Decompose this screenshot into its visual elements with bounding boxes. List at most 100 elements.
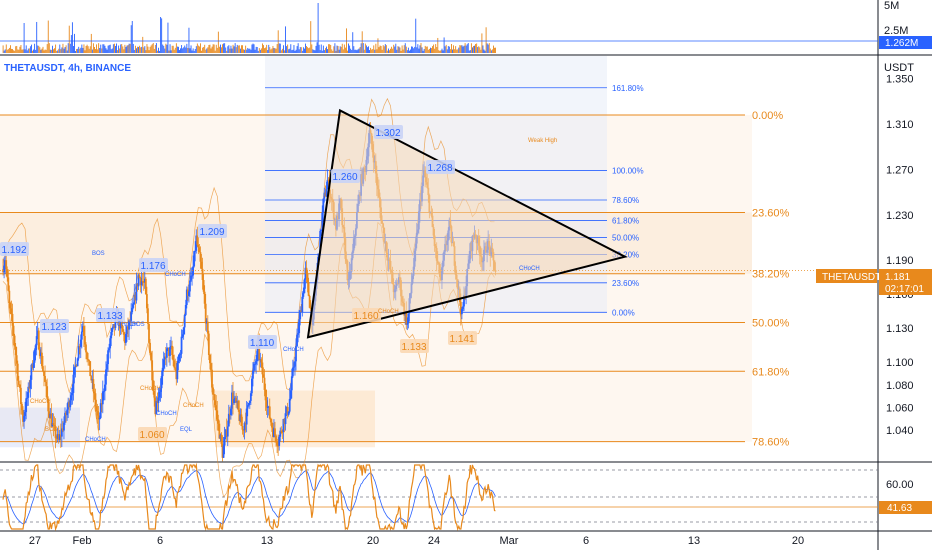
candle-body (64, 412, 66, 423)
candle-body (41, 352, 43, 367)
volume-bar (124, 44, 126, 53)
volume-bar (222, 44, 223, 53)
volume-bar (285, 26, 286, 53)
candle-body (195, 235, 198, 251)
candle-body (63, 422, 65, 431)
price-label-text: 1.110 (250, 338, 275, 349)
candle-body (168, 347, 170, 356)
volume-bar (275, 48, 277, 53)
rsi-ma-line (2, 469, 496, 525)
candle-body (95, 406, 98, 412)
volume-bar (29, 46, 31, 53)
candle-body (322, 198, 325, 213)
candle-body (76, 358, 79, 367)
candle-body (105, 369, 107, 385)
volume-bar (347, 50, 348, 53)
volume-bar (299, 47, 301, 53)
candle-body (256, 350, 259, 362)
volume-bar (453, 45, 454, 53)
volume-bar (404, 43, 406, 53)
candle-body (216, 410, 219, 420)
volume-bar (467, 43, 469, 53)
volume-bar (180, 48, 181, 53)
candle-body (235, 397, 238, 403)
volume-bar (159, 50, 160, 53)
volume-bar (249, 48, 251, 53)
volume-bar (52, 45, 53, 53)
candle-body (14, 346, 17, 356)
candle-body (459, 301, 462, 315)
candle-body (275, 435, 277, 443)
volume-bar (25, 45, 27, 53)
candle-body (156, 401, 159, 403)
volume-bar (470, 43, 472, 53)
candle-body (10, 308, 13, 314)
volume-bar (274, 48, 276, 53)
price-label-text: 1.176 (140, 261, 165, 272)
fib-left-label: 161.80% (612, 84, 644, 93)
volume-bar (136, 48, 137, 53)
volume-bar (203, 46, 205, 53)
time-tick-label: 24 (428, 535, 440, 547)
volume-bar (82, 47, 84, 53)
volume-bar (191, 50, 193, 53)
volume-bar (311, 44, 313, 53)
rsi-current-label: 41.63 (887, 503, 912, 514)
volume-bar (102, 44, 104, 53)
volume-bar (452, 49, 453, 53)
volume-bar (478, 46, 480, 53)
volume-bar (228, 45, 230, 53)
price-label-text: 1.192 (1, 245, 26, 256)
candle-body (58, 434, 61, 440)
candle-body (273, 428, 275, 437)
candle-body (53, 425, 56, 427)
volume-bar (297, 43, 299, 53)
volume-bar (190, 45, 192, 53)
candle-body (405, 311, 408, 325)
volume-bar (486, 43, 488, 53)
candle-body (241, 426, 244, 430)
volume-bar (117, 50, 118, 53)
volume-bar (164, 48, 166, 53)
candle-body (79, 339, 82, 347)
volume-bar (166, 44, 168, 53)
price-label-box (426, 160, 455, 174)
volume-bar (443, 37, 445, 53)
volume-bar (344, 47, 346, 53)
candle-body (5, 260, 8, 270)
volume-bar (96, 44, 97, 53)
candle-body (302, 293, 305, 297)
candle-body (114, 317, 117, 328)
candle-body (167, 347, 169, 349)
volume-bar (99, 47, 101, 53)
volume-bar (357, 49, 359, 53)
volume-bar (107, 45, 109, 53)
candle-body (163, 356, 166, 360)
volume-bar (218, 46, 220, 53)
volume-bar (18, 49, 20, 53)
candle-body (70, 395, 73, 401)
volume-bar (401, 45, 403, 53)
structure-label: CHoCH (140, 386, 161, 392)
candle-body (272, 427, 274, 437)
volume-bar (43, 50, 45, 53)
candle-body (34, 345, 37, 350)
volume-bar (279, 43, 281, 53)
volume-bar (283, 45, 284, 53)
volume-bar (247, 47, 249, 53)
volume-bar (351, 49, 353, 53)
volume-bar (48, 43, 50, 53)
volume-bar (423, 49, 425, 53)
candle-body (111, 327, 114, 332)
triangle-pattern[interactable] (306, 108, 628, 339)
volume-bar (465, 45, 467, 53)
volume-bar (165, 43, 167, 53)
volume-bar (84, 50, 86, 53)
candle-body (282, 419, 285, 432)
structure-label: BOS (45, 427, 58, 433)
candle-body (27, 386, 30, 398)
candle-body (305, 267, 308, 275)
volume-bar (336, 45, 338, 53)
volume-bar (268, 44, 270, 53)
